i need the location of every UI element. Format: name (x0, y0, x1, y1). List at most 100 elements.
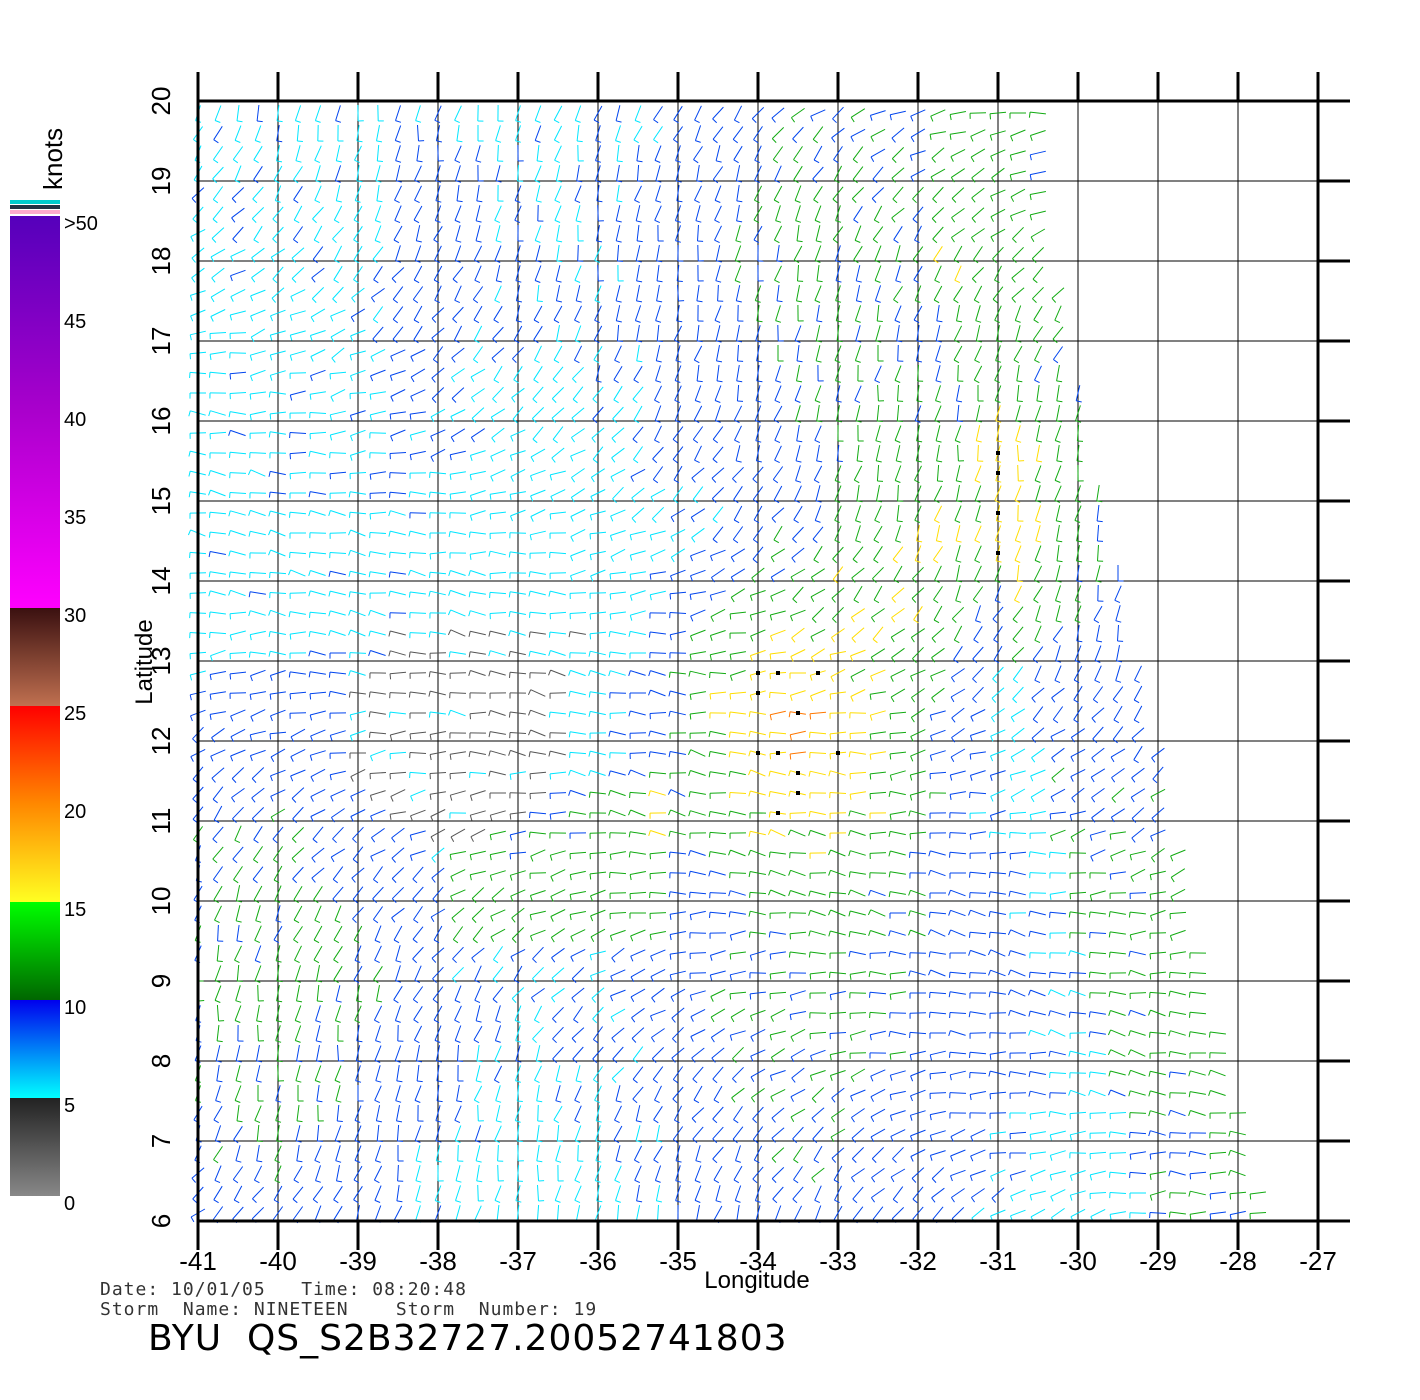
wind-barb-tick (708, 751, 711, 758)
wind-barb-tick (654, 219, 661, 224)
wind-barb (893, 286, 903, 300)
wind-barb-tick (1074, 519, 1081, 523)
wind-barb (855, 525, 861, 541)
wind-barb (796, 365, 800, 381)
wind-barb-tick (549, 513, 552, 520)
wind-barb-tick (475, 1080, 482, 1083)
wind-barb (391, 847, 405, 859)
wind-barb-tick (1070, 836, 1075, 843)
wind-barb (690, 1029, 706, 1037)
wind-barb (971, 267, 985, 279)
wind-barb (877, 384, 879, 402)
wind-barb-tick (490, 476, 494, 482)
wind-barb-tick (409, 855, 413, 861)
wind-barb (694, 385, 702, 401)
wind-barb (810, 588, 826, 598)
wind-barb (690, 990, 706, 996)
wind-barb-tick (668, 852, 671, 858)
wind-barb (850, 791, 866, 795)
wind-barb (810, 971, 826, 975)
wind-barb (270, 330, 286, 336)
wind-barb (510, 811, 526, 815)
wind-barb (970, 1129, 986, 1137)
wind-barb-tick (694, 1180, 701, 1183)
wind-barb-tick (691, 1057, 696, 1063)
wind-barb-tick (1013, 359, 1020, 364)
wind-barb (834, 505, 842, 521)
wind-barb-tick (795, 460, 802, 463)
wind-barb-tick (492, 398, 497, 404)
wind-barb-tick (396, 1200, 403, 1203)
wind-barb-tick (412, 898, 418, 904)
wind-barb-tick (669, 914, 672, 920)
wind-barb-tick (592, 458, 598, 464)
wind-barb-tick (909, 794, 913, 801)
wind-barb-tick (1055, 620, 1062, 623)
wind-barb (1009, 811, 1027, 815)
wind-barb-tick (352, 898, 358, 904)
wind-barb (991, 708, 1005, 718)
wind-barb-tick (590, 895, 593, 902)
wind-barb (395, 1085, 401, 1101)
wind-barb (531, 407, 545, 419)
wind-barb (494, 285, 502, 301)
wind-barb-tick (669, 934, 672, 941)
wind-barb (691, 467, 705, 479)
wind-barb-tick (709, 595, 713, 601)
wind-barb (509, 732, 527, 734)
wind-barb-tick (1091, 717, 1096, 723)
wind-barb-tick (189, 694, 192, 701)
wind-barb (370, 849, 386, 857)
wind-barb-tick (317, 1000, 323, 1002)
wind-barb (236, 925, 240, 941)
wind-barb (969, 791, 987, 795)
wind-barb (895, 445, 901, 461)
wind-barb (950, 1169, 966, 1177)
wind-barb-tick (1110, 756, 1115, 763)
wind-barb-tick (473, 319, 480, 324)
wind-barb (1070, 911, 1086, 915)
wind-barb (353, 226, 363, 240)
wind-barb (814, 505, 822, 521)
wind-barb-tick (814, 400, 821, 403)
wind-barb (330, 630, 346, 636)
wind-barb-tick (389, 734, 393, 741)
wind-barb (574, 1185, 582, 1201)
wind-barb-tick (1008, 969, 1012, 976)
wind-barb-tick (1128, 951, 1131, 957)
wind-barb (630, 988, 646, 998)
wind-barb (570, 528, 586, 538)
wind-barb (597, 264, 599, 282)
wind-barb-tick (753, 499, 759, 504)
wind-barb-tick (675, 1180, 682, 1183)
wind-barb-tick (690, 615, 694, 622)
wind-barb (589, 871, 607, 875)
wind-barb-tick (376, 1120, 382, 1123)
wind-barb (1032, 326, 1044, 340)
wind-barb-tick (231, 198, 237, 203)
wind-barb-tick (1029, 1153, 1032, 1160)
wind-barb (730, 548, 746, 558)
wind-barb (870, 648, 886, 658)
wind-barb-tick (469, 515, 473, 521)
wind-barb-tick (368, 610, 371, 616)
wind-barb-tick (489, 854, 492, 861)
wind-barb-tick (712, 1078, 718, 1084)
wind-barb (536, 284, 540, 302)
wind-barb (250, 630, 266, 636)
wind-barb-tick (528, 651, 531, 657)
wind-barb-tick (910, 675, 914, 682)
wind-barb-tick (795, 220, 802, 223)
wind-barb-tick (976, 420, 982, 423)
wind-barb-tick (771, 1178, 777, 1183)
wind-barb (1111, 808, 1125, 818)
wind-barb-tick (690, 635, 693, 642)
wind-barb (230, 411, 246, 415)
wind-barb-tick (509, 672, 511, 678)
wind-barb-tick (976, 340, 982, 343)
wind-barb-tick (449, 494, 452, 500)
wind-barb (910, 970, 926, 976)
wind-barb-tick (348, 550, 351, 556)
wind-barb-tick (1076, 560, 1083, 563)
wind-barb-tick (291, 257, 297, 263)
